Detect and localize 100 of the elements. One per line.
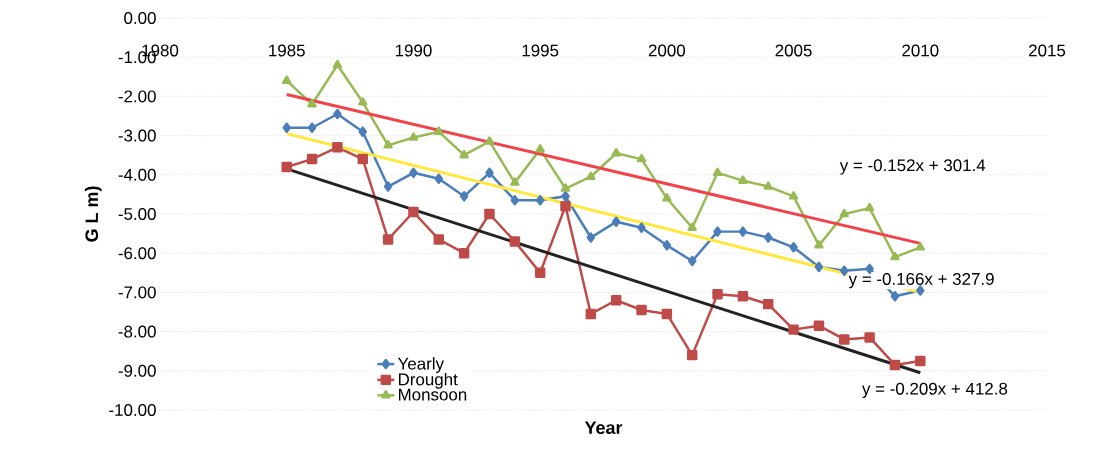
x-tick-label: 2010 bbox=[902, 44, 939, 57]
y-tick-label: -6.00 bbox=[118, 247, 156, 260]
point bbox=[814, 240, 824, 249]
point bbox=[459, 191, 469, 202]
y-tick-label: -10.00 bbox=[109, 403, 156, 416]
y-tick-label: -5.00 bbox=[118, 207, 156, 220]
point bbox=[814, 261, 824, 273]
x-axis-title: Year bbox=[584, 421, 623, 435]
point bbox=[358, 97, 368, 106]
point bbox=[281, 161, 292, 173]
point bbox=[535, 195, 545, 206]
point bbox=[307, 98, 317, 108]
point bbox=[712, 167, 723, 177]
point bbox=[864, 202, 875, 212]
point bbox=[306, 153, 318, 165]
point bbox=[738, 175, 748, 184]
legend-label: Monsoon bbox=[398, 388, 467, 401]
point bbox=[560, 200, 571, 212]
point bbox=[358, 126, 367, 137]
point bbox=[485, 167, 494, 179]
point bbox=[840, 265, 849, 277]
point bbox=[333, 108, 342, 120]
y-axis-title: G L m) bbox=[84, 186, 102, 242]
point bbox=[890, 251, 900, 261]
point bbox=[713, 226, 722, 237]
y-tick-label: 0.00 bbox=[124, 11, 156, 24]
point bbox=[637, 222, 646, 233]
point bbox=[764, 232, 773, 243]
x-tick-label: 1990 bbox=[395, 44, 432, 57]
legend-label: Drought bbox=[398, 372, 458, 389]
point bbox=[788, 191, 799, 200]
point bbox=[382, 234, 394, 245]
point bbox=[915, 242, 925, 251]
y-tick-label: -2.00 bbox=[118, 90, 156, 103]
point bbox=[738, 226, 748, 237]
point bbox=[332, 59, 343, 69]
legend-label: Yearly bbox=[397, 357, 444, 374]
point bbox=[433, 234, 445, 245]
point bbox=[408, 132, 419, 141]
annotation: y = -0.152x + 301.4 bbox=[839, 159, 986, 175]
point bbox=[839, 334, 850, 345]
point bbox=[458, 247, 470, 259]
point bbox=[510, 195, 520, 206]
x-tick-label: 1995 bbox=[522, 44, 559, 57]
point bbox=[636, 153, 647, 163]
point bbox=[586, 232, 596, 243]
point bbox=[408, 206, 419, 218]
point bbox=[357, 153, 368, 165]
point bbox=[813, 320, 825, 331]
point bbox=[737, 291, 749, 302]
y-tick-label: -4.00 bbox=[118, 168, 156, 181]
y-tick-label: -3.00 bbox=[118, 129, 156, 142]
point bbox=[712, 289, 723, 300]
point bbox=[383, 181, 393, 192]
x-tick-label: 2015 bbox=[1029, 44, 1066, 57]
point bbox=[763, 181, 773, 190]
point bbox=[561, 191, 570, 202]
point bbox=[916, 285, 925, 296]
point bbox=[459, 149, 469, 159]
point bbox=[332, 142, 343, 153]
point bbox=[535, 144, 545, 153]
point bbox=[636, 304, 647, 316]
point bbox=[611, 147, 621, 157]
point bbox=[662, 193, 672, 202]
point bbox=[509, 236, 521, 247]
point bbox=[484, 208, 495, 220]
point bbox=[763, 298, 774, 310]
point bbox=[915, 355, 926, 367]
point bbox=[585, 308, 597, 320]
annotation: y = -0.209x + 412.8 bbox=[861, 382, 1008, 399]
point bbox=[662, 240, 672, 251]
point bbox=[434, 126, 444, 135]
y-tick-label: -7.00 bbox=[118, 286, 156, 299]
point bbox=[687, 222, 697, 231]
annotation: y = -0.166x + 327.9 bbox=[848, 272, 994, 289]
y-tick-label: -8.00 bbox=[118, 325, 156, 338]
point bbox=[661, 308, 673, 320]
point bbox=[686, 349, 698, 361]
point bbox=[534, 267, 546, 279]
x-tick-label: 1985 bbox=[269, 44, 305, 57]
point bbox=[611, 216, 621, 228]
point bbox=[889, 359, 901, 371]
point bbox=[839, 208, 849, 218]
point bbox=[282, 122, 291, 133]
point bbox=[307, 122, 317, 133]
point bbox=[864, 332, 875, 343]
point bbox=[865, 263, 874, 275]
point bbox=[687, 255, 697, 267]
point bbox=[510, 177, 520, 186]
point bbox=[586, 171, 596, 180]
point bbox=[484, 136, 495, 145]
point bbox=[788, 324, 799, 335]
point bbox=[434, 173, 444, 184]
point bbox=[383, 140, 393, 149]
x-tick-label: 2005 bbox=[775, 44, 812, 57]
point bbox=[890, 291, 900, 302]
x-tick-label: 2000 bbox=[648, 44, 686, 57]
point bbox=[409, 167, 418, 179]
point bbox=[610, 294, 622, 306]
y-tick-label: -9.00 bbox=[118, 364, 156, 377]
